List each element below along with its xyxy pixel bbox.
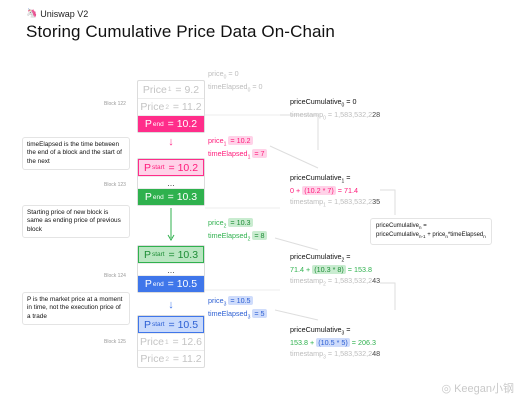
note-market-price: P is the market price at a moment in tim… [22, 292, 130, 325]
connector-1 [269, 145, 319, 169]
watermark: ◎ Keegan小钢 [441, 380, 514, 396]
timestamp: timestamp3 = 1,583,532,248 [290, 348, 381, 361]
elapsed-row: timeElapsed3 = 5 [208, 308, 267, 321]
elapsed-row: timeElapsed0 = 0 [208, 81, 263, 94]
cumulative-3: priceCumulative3 = 153.8 + (10.5 * 5) = … [290, 325, 380, 362]
arrow-down-icon-svg [167, 208, 175, 241]
price-elapsed-0: price0 = 0 timeElapsed0 = 0 [208, 69, 263, 94]
formula-line-2: priceCumulativen-1 + pricen*timeElapsedn [376, 232, 486, 240]
price-elapsed-2: price2 = 10.3 timeElapsed2 = 8 [208, 218, 267, 243]
watermark-text: Keegan小钢 [454, 383, 514, 395]
arrow-down-icon: ↓ [168, 299, 174, 311]
arrow-down-icon [166, 208, 176, 242]
elapsed-row: timeElapsed1 = 7 [208, 148, 267, 161]
note-starting-price: Starting price of new block is same as e… [22, 205, 130, 238]
page-title: Storing Cumulative Price Data On-Chain [26, 22, 335, 41]
connector-5 [274, 309, 319, 321]
formula-line-1: priceCumulativen = [376, 223, 427, 231]
note-time-elapsed: timeElapsed is the time between the end … [22, 137, 130, 170]
wechat-icon: ◎ [441, 382, 452, 395]
block-label: Block 125 [104, 339, 126, 345]
cumulative-head: priceCumulative3 = [290, 325, 351, 337]
timestamp: timestamp1 = 1,583,532,235 [290, 196, 381, 209]
cumulative-head: priceCumulative0 = 0 [290, 97, 357, 109]
cumulative-head: priceCumulative1 = [290, 173, 351, 185]
block-label: Block 124 [104, 273, 126, 279]
price-row: price2 = 10.3 [208, 218, 253, 230]
block-cell: Price 1 = 12.6 [138, 333, 204, 350]
block-label: Block 122 [104, 101, 126, 107]
block-label: Block 123 [104, 182, 126, 188]
brand: 🦄 Uniswap V2 [26, 8, 88, 19]
block-cell-ellipsis: ... [138, 263, 204, 275]
cumulative-2: priceCumulative2 = 71.4 + (10.3 * 8) = 1… [290, 252, 380, 289]
brand-name: Uniswap V2 [40, 8, 89, 19]
price-row: price0 = 0 [208, 69, 239, 81]
connector-4 [380, 282, 396, 310]
price-row: price1 = 10.2 [208, 136, 253, 148]
block-cell: Price 2 = 11.2 [138, 98, 204, 115]
cumulative-1: priceCumulative1 = 0 + (10.2 * 7) = 71.4… [290, 173, 380, 210]
timestamp: timestamp0 = 1,583,532,228 [290, 109, 381, 122]
price-row: price3 = 10.5 [208, 296, 253, 308]
block-cell: Price 2 = 11.2 [138, 350, 204, 367]
uniswap-logo-icon: 🦄 [26, 8, 38, 18]
connector-2 [380, 189, 396, 215]
cumulative-formula: 71.4 + (10.3 * 8) = 153.8 [290, 264, 372, 274]
arrow-down-icon: ↓ [168, 136, 174, 148]
block-cell-ellipsis: ... [138, 176, 204, 188]
general-formula-box: priceCumulativen = priceCumulativen-1 + … [370, 218, 492, 245]
price-elapsed-1: price1 = 10.2 timeElapsed1 = 7 [208, 136, 267, 161]
cumulative-0: priceCumulative0 = 0 timestamp0 = 1,583,… [290, 97, 380, 123]
connector-3 [274, 237, 319, 251]
price-elapsed-3: price3 = 10.5 timeElapsed3 = 5 [208, 296, 267, 321]
elapsed-row: timeElapsed2 = 8 [208, 230, 267, 243]
cumulative-formula: 153.8 + (10.5 * 5) = 206.3 [290, 337, 376, 347]
block-cell: Price 1 = 9.2 [142, 83, 200, 96]
cumulative-head: priceCumulative2 = [290, 252, 351, 264]
cumulative-formula: 0 + (10.2 * 7) = 71.4 [290, 185, 358, 195]
timestamp: timestamp2 = 1,583,532,243 [290, 275, 381, 288]
